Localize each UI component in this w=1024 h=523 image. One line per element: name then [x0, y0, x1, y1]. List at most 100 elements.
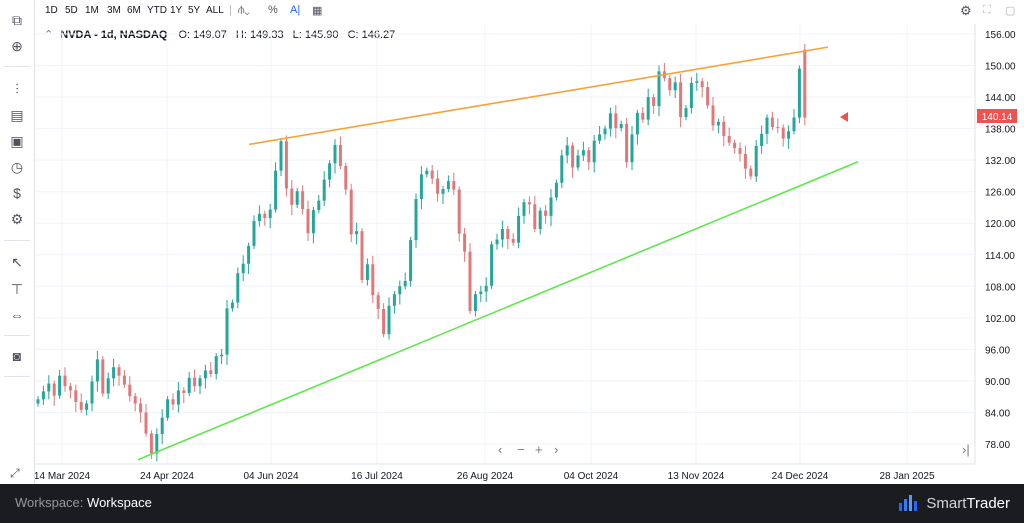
- timeframe-5y[interactable]: 5Y: [188, 5, 201, 16]
- timeframe-1y[interactable]: 1Y: [170, 5, 183, 16]
- timeframe-all[interactable]: ALL: [206, 5, 224, 16]
- settings-gear-icon[interactable]: ⚙: [10, 210, 24, 227]
- candle-body: [463, 233, 467, 252]
- fullscreen-icon[interactable]: ⤢: [10, 466, 20, 480]
- screenshot-icon[interactable]: ▦: [312, 5, 323, 17]
- y-tick-label: 150.00: [985, 62, 1016, 73]
- candle-body: [90, 381, 94, 404]
- candle-body: [587, 150, 591, 163]
- candle-body: [787, 131, 791, 139]
- scroll-right-button[interactable]: ›: [554, 442, 559, 457]
- candle-body: [95, 359, 99, 382]
- add-icon[interactable]: ⊕: [11, 37, 23, 54]
- candle-body: [47, 383, 51, 392]
- candle-body: [527, 202, 531, 205]
- symbol-title: NVDA - 1d, NASDAQ: [60, 29, 168, 41]
- candle-body: [382, 308, 386, 335]
- fullscreen-toggle-icon[interactable]: ⛶: [983, 4, 991, 16]
- candle-body: [220, 354, 224, 357]
- timeframe-ytd[interactable]: YTD: [147, 5, 167, 16]
- toolbar-divider: [4, 240, 30, 241]
- candle-body: [754, 145, 758, 177]
- clipboard-icon[interactable]: ▣: [10, 132, 24, 149]
- collapse-legend-icon[interactable]: ⌃: [44, 29, 54, 41]
- candle-body: [101, 359, 105, 394]
- candle-body: [322, 179, 326, 201]
- candle-body: [85, 403, 89, 410]
- measure-icon[interactable]: ⇔: [10, 307, 24, 323]
- alert-clock-icon[interactable]: ◷: [10, 158, 24, 175]
- candle-body: [781, 127, 785, 139]
- candle-body: [490, 244, 494, 286]
- candle-body: [473, 294, 477, 312]
- left-toolbar: ⧉ ⊕ ⫶ ▤ ▣ ◷ $ ⚙ ↖ ⊤ ⇔ ◙: [0, 0, 35, 484]
- dollar-icon[interactable]: $: [13, 185, 21, 201]
- y-tick-label: 120.00: [985, 219, 1016, 230]
- auto-scale-button[interactable]: A|: [290, 4, 301, 16]
- candle-body: [63, 375, 67, 387]
- top-toolbar: 1D 5D 1M 3M 6M YTD 1Y 5Y ALL | ⫛⌄ % A| ▦…: [35, 0, 1024, 24]
- candle-body: [106, 378, 110, 394]
- cursor-icon[interactable]: ↖: [11, 253, 23, 270]
- lower-trendline[interactable]: [137, 160, 859, 461]
- candle-body: [349, 189, 353, 235]
- upper-trendline[interactable]: [248, 46, 829, 146]
- candle-body: [166, 399, 170, 418]
- candle-body: [112, 367, 116, 379]
- time-axis[interactable]: 14 Mar 2024 24 Apr 2024 04 Jun 2024 16 Jul …: [35, 471, 935, 482]
- candle-body: [79, 401, 83, 410]
- y-tick-label: 114.00: [985, 251, 1015, 262]
- timeframe-1m[interactable]: 1M: [85, 5, 99, 16]
- candle-body: [506, 229, 510, 239]
- candle-body: [317, 200, 321, 211]
- zoom-in-button[interactable]: +: [535, 442, 543, 457]
- layout-icon[interactable]: ⧉: [12, 11, 22, 28]
- candle-body: [738, 148, 742, 154]
- candle-body: [414, 199, 418, 241]
- candle-body: [625, 123, 629, 163]
- y-tick-label: 126.00: [985, 188, 1016, 199]
- candle-body: [468, 251, 472, 312]
- price-tag-box: [977, 109, 1017, 123]
- candle-body: [344, 165, 348, 190]
- compare-icon[interactable]: ⫛⌄: [238, 4, 250, 16]
- trendline-tool-icon[interactable]: ⊤: [10, 280, 24, 297]
- x-tick-label: 13 Nov 2024: [668, 471, 725, 482]
- indicators-icon[interactable]: ⫶: [15, 80, 19, 97]
- zoom-out-button[interactable]: −: [517, 442, 525, 457]
- candle-body: [274, 170, 278, 210]
- candle-body: [641, 112, 645, 120]
- workspace-selector[interactable]: Workspace: Workspace: [15, 495, 152, 510]
- popout-icon[interactable]: ▢: [1005, 5, 1016, 17]
- candle-body: [581, 150, 585, 156]
- candle-body: [700, 81, 704, 88]
- scroll-to-end-button[interactable]: ›|: [962, 442, 970, 457]
- candle-body: [122, 375, 126, 385]
- templates-icon[interactable]: ▤: [10, 106, 24, 123]
- price-axis[interactable]: 156.00 150.00 144.00 138.00 132.00 126.00 120.…: [985, 30, 1016, 451]
- scroll-left-button[interactable]: ‹: [498, 442, 503, 457]
- candle-body: [803, 49, 807, 118]
- price-chart[interactable]: 156.00 150.00 144.00 138.00 132.00 126.00 120.…: [35, 24, 1024, 484]
- timeframe-3m[interactable]: 3M: [107, 5, 121, 16]
- candle-body: [479, 291, 483, 295]
- candle-body: [657, 71, 661, 107]
- candle-body: [187, 377, 191, 394]
- candle-body: [716, 121, 720, 126]
- timeframe-6m[interactable]: 6M: [127, 5, 141, 16]
- close-value: C: 146.27: [347, 29, 396, 41]
- y-tick-label: 156.00: [985, 30, 1016, 41]
- candle-body: [619, 123, 623, 129]
- camera-icon[interactable]: ◙: [12, 348, 22, 364]
- timeframe-1d[interactable]: 1D: [45, 5, 58, 16]
- candle-body: [770, 117, 774, 128]
- candle-body: [144, 412, 148, 434]
- timeframe-5d[interactable]: 5D: [65, 5, 78, 16]
- settings-icon[interactable]: ⚙: [960, 3, 972, 18]
- candle-body: [646, 97, 650, 120]
- candle-body: [176, 390, 180, 405]
- candle-body: [236, 273, 240, 303]
- candle-body: [565, 145, 569, 156]
- candle-body: [182, 390, 186, 394]
- percent-button[interactable]: %: [268, 4, 278, 16]
